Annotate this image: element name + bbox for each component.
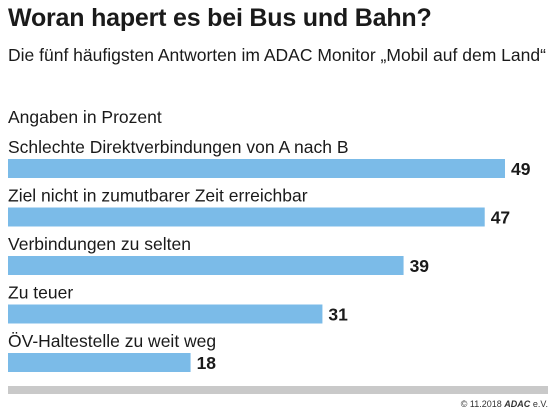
chart-subtitle: Die fünf häufigsten Antworten im ADAC Mo… bbox=[8, 45, 546, 65]
category-label: ÖV-Haltestelle zu weit weg bbox=[8, 331, 216, 351]
footer-brand: ADAC bbox=[504, 399, 531, 409]
value-label: 31 bbox=[328, 305, 348, 325]
value-label: 47 bbox=[491, 208, 510, 228]
category-label: Verbindungen zu selten bbox=[8, 234, 191, 254]
bar bbox=[8, 256, 404, 275]
category-label: Schlechte Direktverbindungen von A nach … bbox=[8, 137, 349, 157]
category-label: Ziel nicht in zumutbarer Zeit erreichbar bbox=[8, 186, 308, 206]
unit-label: Angaben in Prozent bbox=[8, 107, 162, 127]
footer-date: © 11.2018 bbox=[460, 399, 502, 409]
bar bbox=[8, 353, 191, 372]
footer-credit: © 11.2018 ADAC e.V. bbox=[461, 399, 548, 409]
bar bbox=[8, 304, 323, 324]
chart-baseline bbox=[8, 386, 548, 394]
bar bbox=[8, 207, 485, 227]
chart-title: Woran hapert es bei Bus und Bahn? bbox=[8, 4, 432, 32]
footer-brand-suffix: e.V. bbox=[532, 399, 548, 409]
category-label: Zu teuer bbox=[8, 283, 73, 303]
value-label: 49 bbox=[511, 159, 531, 179]
bar bbox=[8, 159, 505, 178]
value-label: 18 bbox=[197, 353, 217, 373]
value-label: 39 bbox=[410, 256, 430, 276]
